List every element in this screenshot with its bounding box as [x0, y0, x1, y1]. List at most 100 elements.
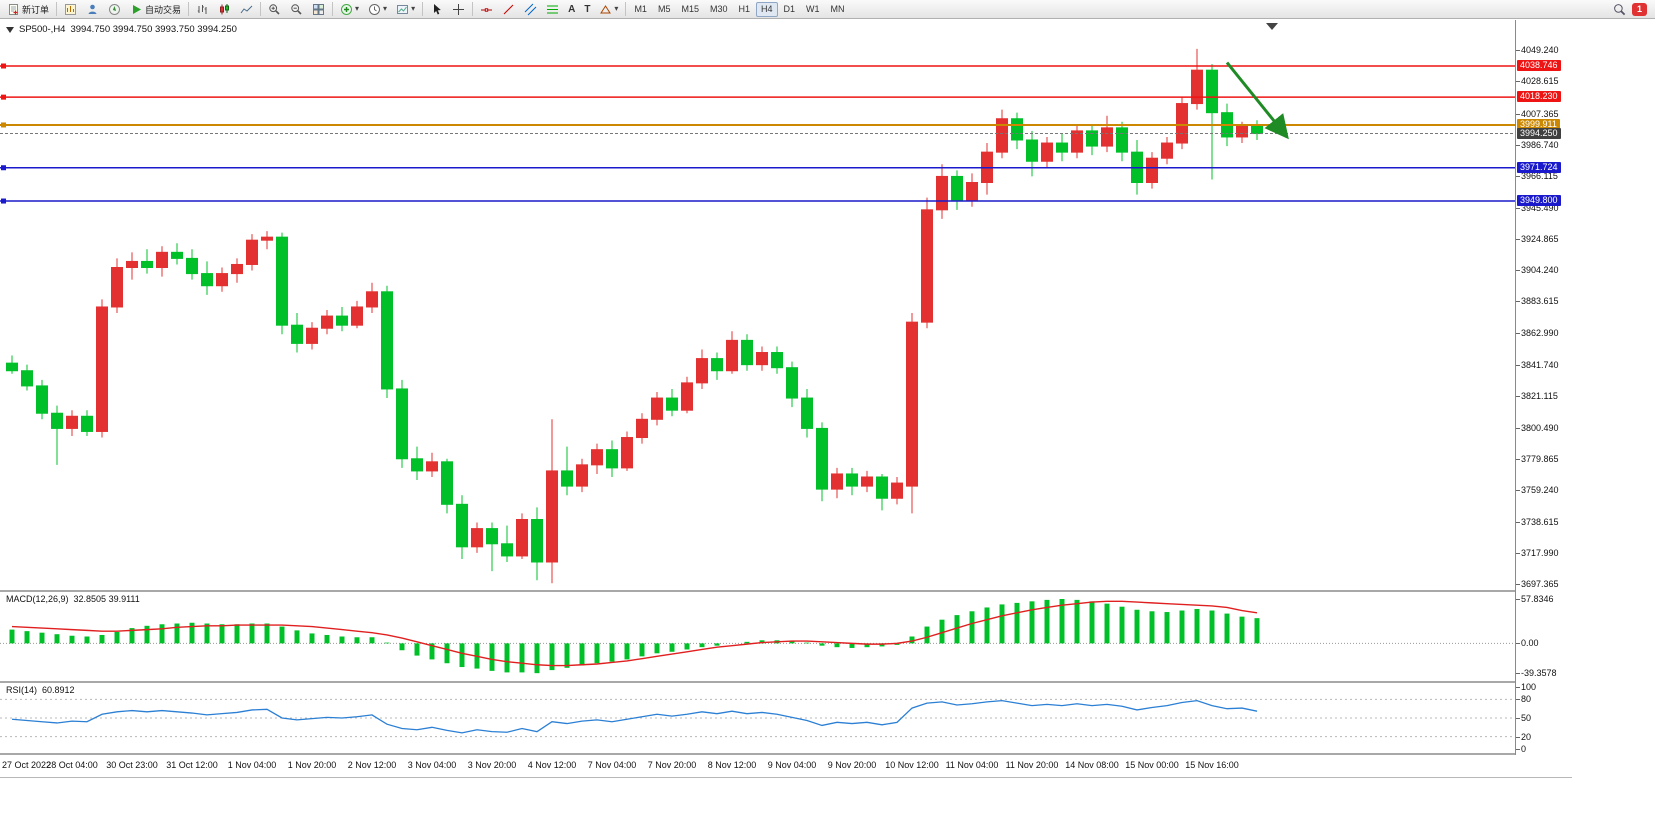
candle — [1251, 120, 1263, 140]
timeframe-m15[interactable]: M15 — [681, 4, 699, 14]
candle — [81, 410, 93, 437]
bar-chart-mode-button[interactable] — [192, 1, 213, 17]
axis-tick-label: 3697.365 — [1521, 579, 1559, 590]
macd-indicator-panel[interactable]: MACD(12,26,9) 32.8505 39.9111 — [0, 592, 1572, 681]
time-axis-label: 28 Oct 04:00 — [46, 760, 98, 770]
candle — [306, 322, 318, 350]
chart-window-button[interactable] — [60, 1, 81, 17]
candle — [1116, 121, 1128, 162]
panel-splitter[interactable] — [0, 590, 1572, 592]
axis-tick-mark — [1516, 270, 1520, 272]
search-icon[interactable] — [1613, 3, 1626, 16]
candle — [771, 346, 783, 374]
chart-shift-marker[interactable] — [1266, 23, 1278, 30]
indicators-button[interactable]: ▾ — [336, 1, 363, 17]
candle — [651, 391, 663, 426]
timeframe-m5[interactable]: M5 — [657, 4, 671, 14]
periods-button[interactable]: ▾ — [364, 1, 391, 17]
price-tag[interactable]: 4018.230 — [1517, 91, 1561, 103]
line-handle[interactable] — [1, 165, 6, 171]
price-tag[interactable]: 3971.724 — [1517, 161, 1561, 173]
axis-tick-label: 3966.115 — [1521, 171, 1558, 182]
fibonacci-tool-button[interactable] — [542, 1, 563, 17]
axis-tick-label: 20 — [1521, 731, 1532, 742]
candle — [546, 419, 558, 584]
time-axis-label: 30 Oct 23:00 — [106, 760, 158, 770]
price-tag[interactable]: 3994.250 — [1517, 127, 1561, 139]
panel-splitter[interactable] — [0, 753, 1572, 755]
channel-tool-button[interactable] — [520, 1, 541, 17]
trendline-tool-button[interactable] — [498, 1, 519, 17]
candle — [906, 313, 918, 514]
cursor-button[interactable] — [426, 1, 447, 17]
rsi-chart[interactable] — [0, 683, 1515, 753]
timeframe-mn[interactable]: MN — [830, 4, 845, 14]
new-order-button[interactable]: 新订单 — [3, 1, 53, 17]
navigator-button[interactable] — [104, 1, 125, 17]
auto-trading-label: 自动交易 — [145, 4, 182, 15]
label-tool-button[interactable]: T — [580, 1, 594, 17]
timeframe-m1[interactable]: M1 — [634, 4, 647, 14]
notification-badge[interactable]: 1 — [1632, 2, 1647, 16]
auto-trading-icon — [133, 4, 142, 14]
market-watch-button[interactable] — [82, 1, 103, 17]
timeframe-h4[interactable]: H4 — [756, 1, 778, 17]
time-axis-label: 27 Oct 2022 — [2, 760, 52, 770]
line-handle[interactable] — [1, 198, 6, 204]
candle — [531, 507, 543, 581]
panel-splitter[interactable] — [0, 681, 1572, 683]
text-tool-button[interactable]: A — [564, 1, 579, 17]
time-axis[interactable]: 27 Oct 2022 28 Oct 04:00 30 Oct 23:00 31 Oc… — [0, 755, 1572, 777]
line-handle[interactable] — [1, 122, 6, 128]
axis-tick-mark — [1516, 144, 1520, 146]
zoom-out-icon — [291, 3, 302, 15]
annotation-arrow[interactable] — [1225, 61, 1289, 140]
line-handle[interactable] — [1, 63, 6, 69]
macd-values: 32.8505 39.9111 — [73, 594, 140, 604]
time-axis-label: 1 Nov 04:00 — [227, 760, 277, 770]
candle — [1041, 136, 1053, 168]
candle — [276, 232, 288, 335]
chevron-down-icon: ▾ — [614, 4, 619, 13]
line-chart-mode-button[interactable] — [236, 1, 257, 17]
line-handle[interactable] — [1, 94, 6, 100]
price-tag[interactable]: 3999.911 — [1517, 118, 1560, 130]
price-chart-panel[interactable]: SP500-,H4 3994.750 3994.750 3993.750 399… — [0, 20, 1572, 590]
timeframe-h1[interactable]: H1 — [738, 4, 751, 14]
macd-chart[interactable] — [0, 592, 1515, 681]
price-tag[interactable]: 4038.746 — [1517, 60, 1561, 71]
axis-tick-mark — [1516, 81, 1520, 83]
shapes-tool-button[interactable]: ▾ — [595, 1, 622, 17]
crosshair-button[interactable] — [448, 1, 469, 17]
rsi-label: RSI(14) — [6, 685, 38, 695]
axis-tick-mark — [1516, 673, 1520, 675]
candle — [816, 422, 828, 502]
tile-windows-button[interactable] — [308, 1, 329, 17]
candlestick-mode-button[interactable] — [214, 1, 235, 17]
auto-trading-button[interactable]: 自动交易 — [126, 1, 185, 17]
candle — [456, 495, 468, 559]
candlestick-chart[interactable] — [0, 20, 1515, 590]
price-tag[interactable]: 3949.800 — [1517, 195, 1561, 207]
zoom-in-button[interactable] — [264, 1, 285, 17]
new-order-icon — [9, 3, 18, 15]
timeframe-d1[interactable]: D1 — [783, 4, 796, 14]
axis-tick-mark — [1516, 643, 1520, 645]
candle — [801, 388, 813, 438]
axis-tick-mark — [1516, 113, 1520, 115]
rsi-indicator-panel[interactable]: RSI(14) 60.8912 — [0, 683, 1572, 753]
chart-menu-icon[interactable] — [6, 26, 14, 33]
time-axis-label: 14 Nov 08:00 — [1065, 760, 1119, 770]
candlestick-icon — [220, 3, 230, 14]
horizontal-line-tool-button[interactable] — [476, 1, 497, 17]
candle — [366, 282, 378, 314]
axis-tick-mark — [1516, 427, 1520, 429]
price-axis[interactable]: 4049.240 4028.615 4007.365 3986.740 3966.115… — [1515, 20, 1572, 755]
candle — [1206, 64, 1218, 180]
templates-button[interactable]: ▾ — [392, 1, 419, 17]
timeframe-m30[interactable]: M30 — [709, 4, 728, 14]
timeframe-w1[interactable]: W1 — [806, 4, 820, 14]
zoom-out-button[interactable] — [286, 1, 307, 17]
axis-tick-label: 3779.865 — [1521, 453, 1559, 464]
chevron-down-icon: ▾ — [355, 4, 360, 13]
